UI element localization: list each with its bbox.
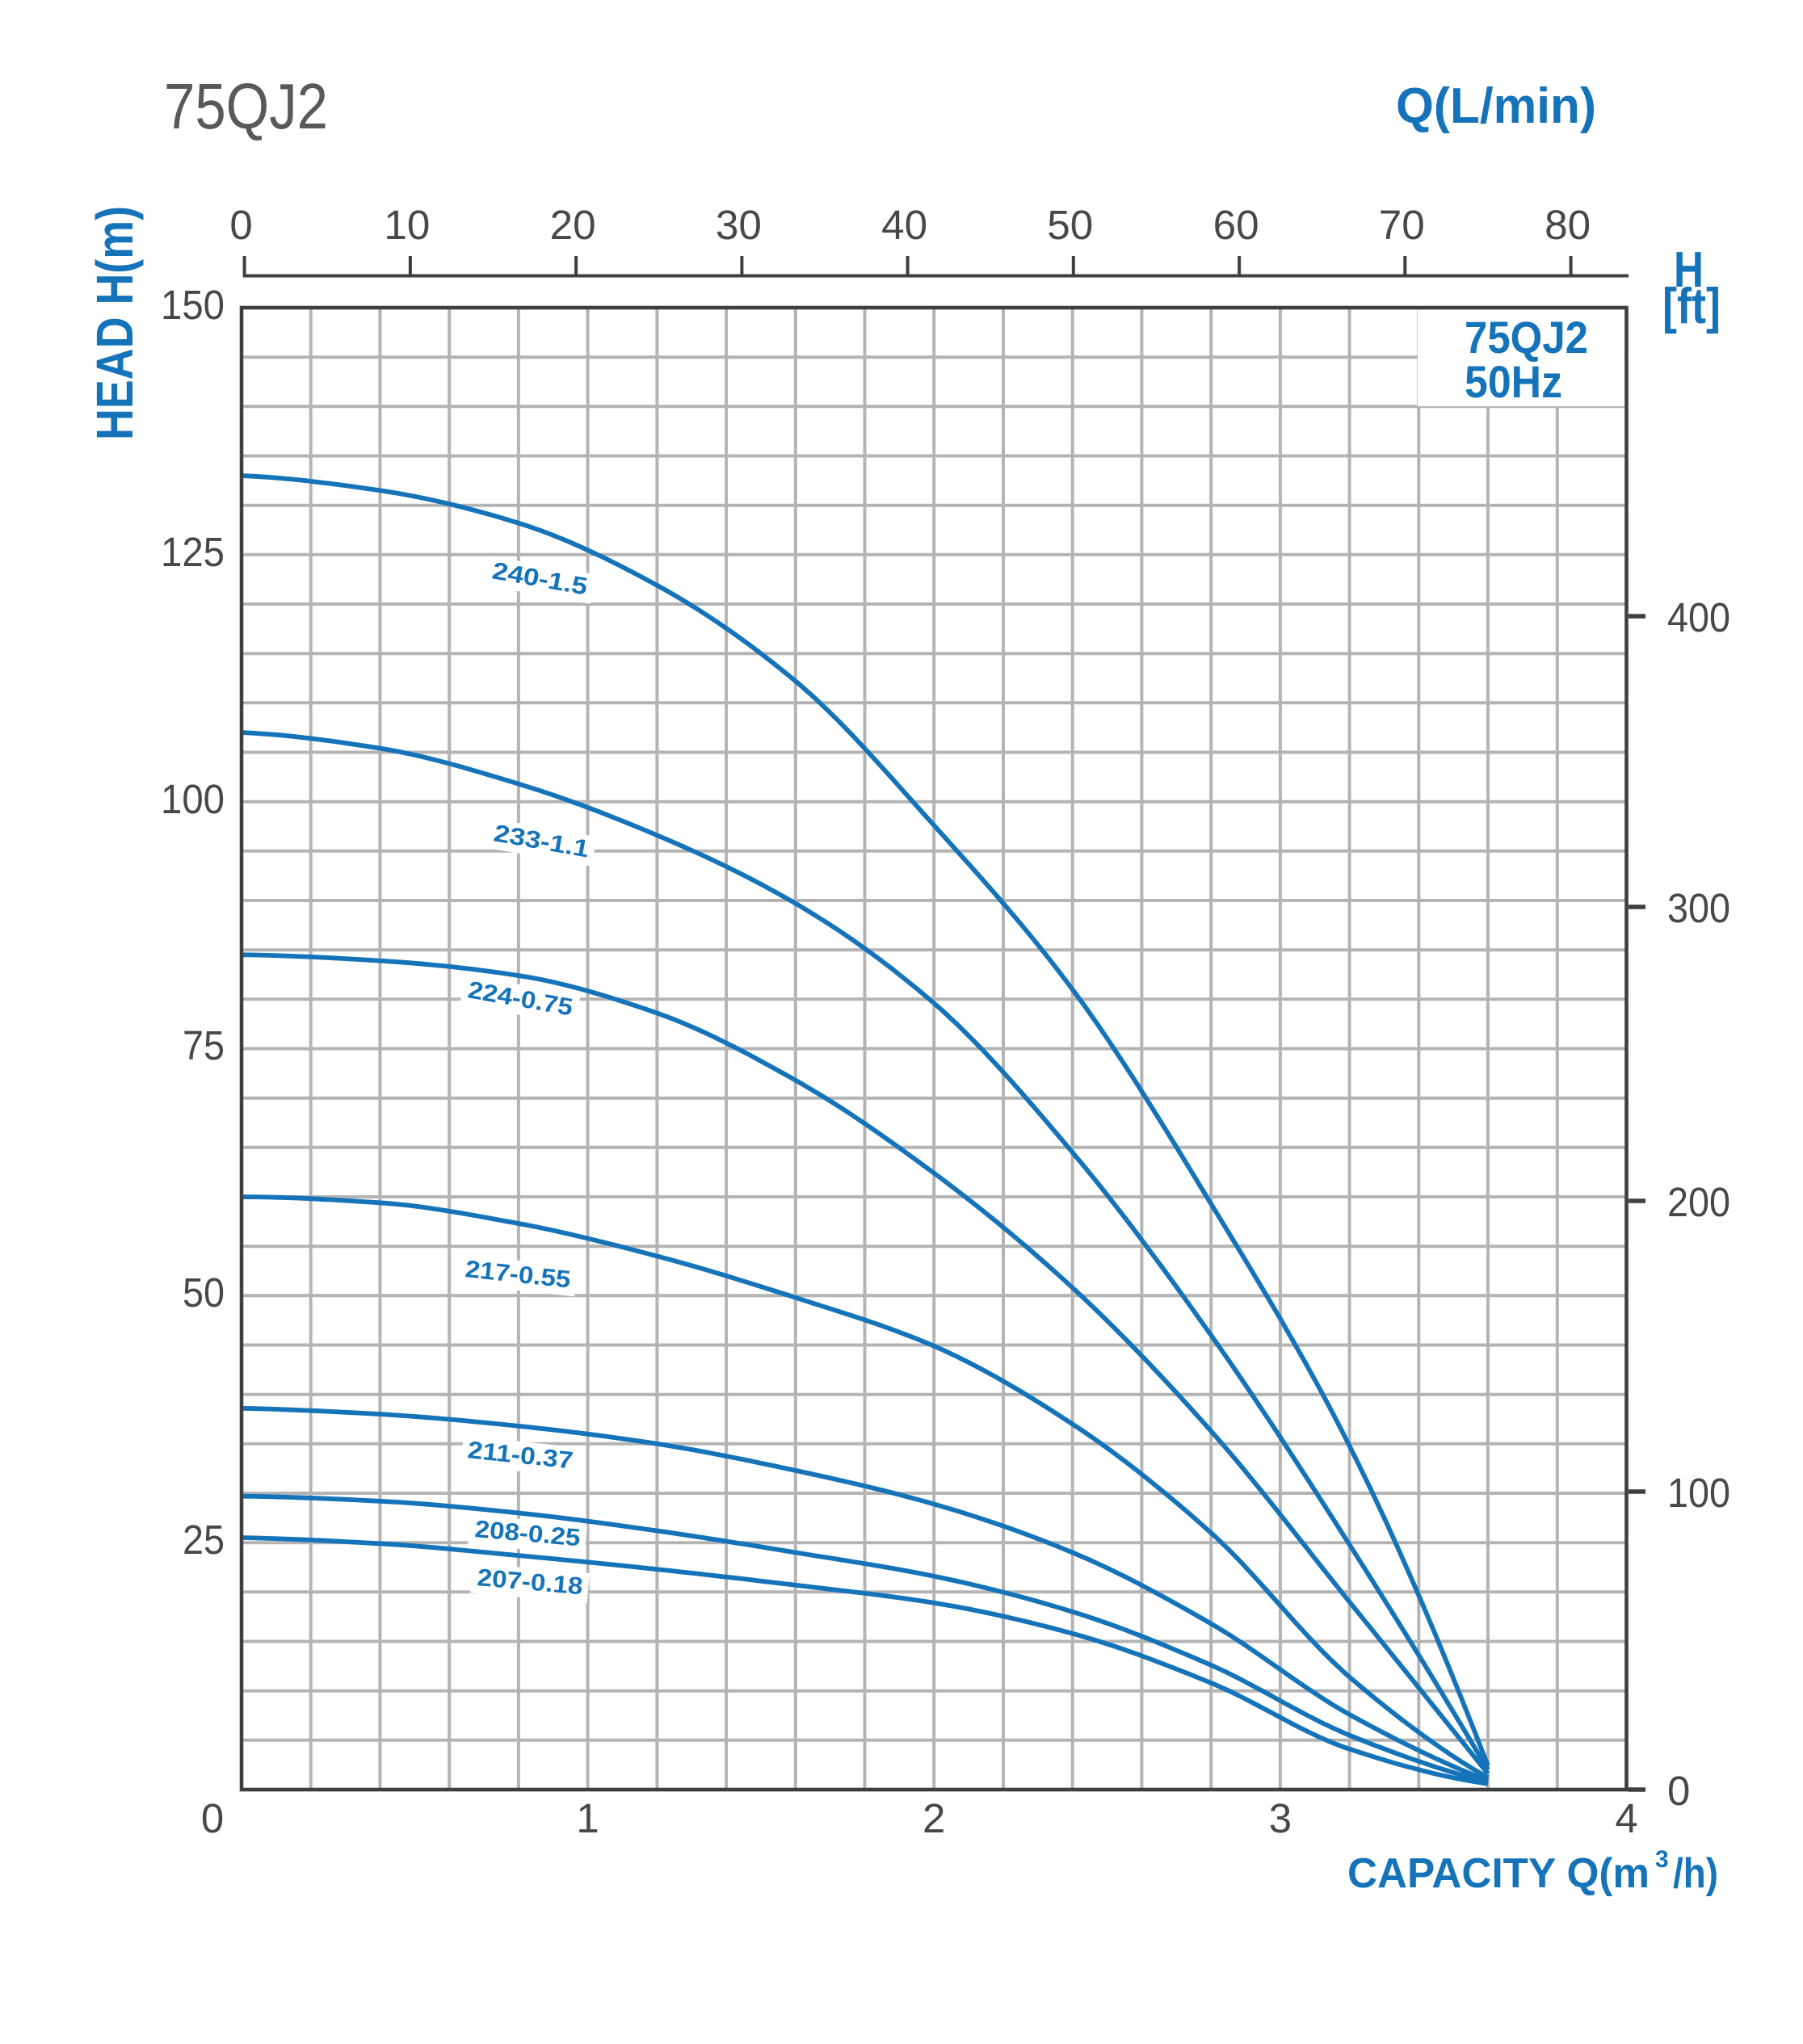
svg-text:20: 20 — [550, 202, 596, 248]
svg-text:0: 0 — [1667, 1768, 1690, 1814]
svg-text:75QJ2: 75QJ2 — [164, 70, 328, 142]
svg-text:100: 100 — [1667, 1470, 1730, 1516]
svg-text:50Hz: 50Hz — [1465, 356, 1562, 407]
svg-text:75: 75 — [183, 1022, 225, 1068]
svg-text:2: 2 — [923, 1795, 945, 1841]
svg-text:80: 80 — [1545, 202, 1591, 248]
svg-text:H: H — [1674, 242, 1704, 298]
svg-text:3: 3 — [1269, 1795, 1292, 1841]
svg-text:30: 30 — [716, 202, 762, 248]
svg-text:40: 40 — [881, 202, 927, 248]
svg-text:1: 1 — [576, 1795, 599, 1841]
svg-text:HEAD H(m): HEAD H(m) — [86, 206, 144, 440]
svg-text:150: 150 — [161, 282, 225, 328]
svg-text:125: 125 — [161, 529, 225, 575]
svg-text:400: 400 — [1667, 594, 1730, 640]
svg-text:CAPACITY Q(m: CAPACITY Q(m — [1347, 1850, 1650, 1897]
svg-text:100: 100 — [161, 776, 225, 822]
svg-text:10: 10 — [384, 202, 430, 248]
svg-text:50: 50 — [183, 1270, 225, 1316]
svg-text:200: 200 — [1667, 1179, 1730, 1225]
svg-text:3: 3 — [1655, 1846, 1669, 1873]
svg-text:300: 300 — [1667, 885, 1730, 931]
svg-text:50: 50 — [1047, 202, 1093, 248]
svg-text:70: 70 — [1379, 202, 1425, 248]
svg-text:0: 0 — [229, 202, 252, 248]
svg-text:60: 60 — [1213, 202, 1259, 248]
svg-text:0: 0 — [201, 1795, 224, 1841]
svg-text:Q(L/min): Q(L/min) — [1396, 78, 1596, 134]
svg-text:25: 25 — [183, 1517, 225, 1563]
svg-text:/h): /h) — [1673, 1850, 1718, 1897]
svg-text:4: 4 — [1615, 1795, 1637, 1841]
svg-text:[ft]: [ft] — [1662, 279, 1721, 334]
svg-text:75QJ2: 75QJ2 — [1465, 312, 1588, 363]
